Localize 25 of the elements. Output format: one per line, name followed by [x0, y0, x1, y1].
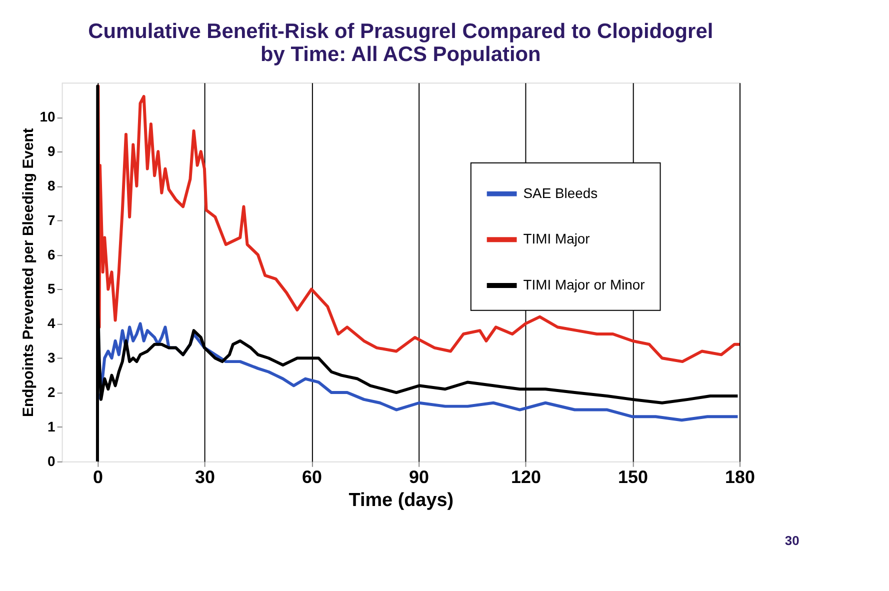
- y-tick-label: 2: [48, 384, 56, 400]
- x-tick-label: 120: [511, 466, 541, 487]
- y-tick-label: 7: [48, 212, 56, 228]
- y-tick-label: 6: [48, 246, 56, 262]
- x-tick-label: 30: [194, 466, 215, 487]
- x-tick-label: 60: [302, 466, 322, 487]
- legend-label: SAE Bleeds: [523, 184, 598, 201]
- x-tick-label: 0: [92, 466, 103, 487]
- y-tick-label: 9: [48, 143, 56, 160]
- legend-label: TIMI Major or Minor: [523, 276, 646, 292]
- x-tick-label: 150: [618, 466, 648, 487]
- y-tick-label: 1: [48, 418, 56, 434]
- legend-label: TIMI Major: [523, 230, 590, 247]
- y-tick-label: 8: [48, 177, 56, 194]
- chart-title: Cumulative Benefit-Risk of Prasugrel Compared to Clopidogrel by Time: All ACS Population: [88, 20, 714, 66]
- x-axis-title: Time (days): [348, 490, 454, 511]
- y-tick-label: 5: [48, 280, 56, 297]
- y-tick-label: 0: [48, 452, 56, 469]
- y-tick-label: 4: [48, 315, 56, 332]
- x-tick-label: 90: [409, 466, 429, 487]
- x-tick-label: 180: [725, 466, 755, 487]
- y-tick-label: 3: [48, 350, 56, 366]
- text: 30: [784, 533, 800, 548]
- y-tick-label: 10: [40, 108, 56, 125]
- y-axis-title: Endpoints Prevented per Bleeding Event: [20, 128, 37, 417]
